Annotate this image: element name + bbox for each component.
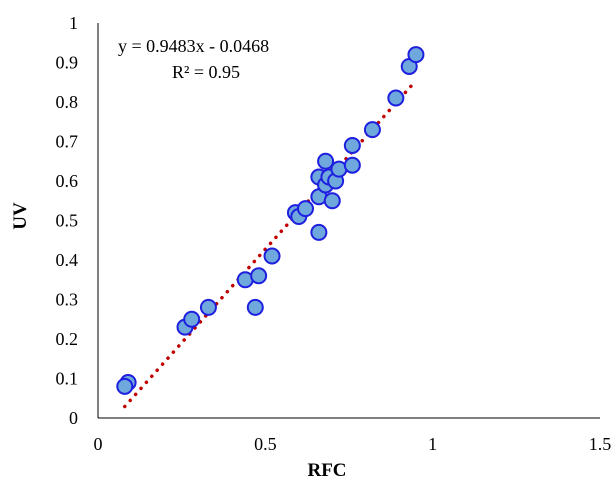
data-point [387,89,405,107]
y-tick-label: 0.1 [56,369,79,389]
data-point [343,136,361,154]
y-tick-label: 0.3 [56,290,79,310]
y-tick-labels: 0 0.1 0.2 0.3 0.4 0.5 0.6 0.7 0.8 0.9 1 [56,13,79,428]
x-axis-title: RFC [307,460,346,481]
x-tick-labels: 0 0.5 1 1.5 [94,434,612,454]
x-tick-label: 0.5 [254,434,277,454]
data-point [343,156,361,174]
data-point [310,223,328,241]
data-point [116,377,134,395]
data-point [246,298,264,316]
data-points [116,46,425,395]
r-squared-label: R² = 0.95 [172,62,240,82]
data-point [263,247,281,265]
data-point [407,46,425,64]
x-tick-label: 1.5 [589,434,612,454]
y-tick-label: 0.4 [56,250,79,270]
y-tick-label: 0.6 [56,171,79,191]
x-tick-label: 0 [94,434,103,454]
y-tick-label: 0 [69,408,78,428]
data-point [323,192,341,210]
y-tick-label: 0.5 [56,211,79,231]
y-tick-label: 1 [69,13,78,33]
data-point [363,121,381,139]
y-tick-label: 0.9 [56,53,79,73]
equation-label: y = 0.9483x - 0.0468 [118,36,269,56]
y-tick-label: 0.7 [56,132,79,152]
x-tick-label: 1 [428,434,437,454]
data-point [199,298,217,316]
data-point [317,152,335,170]
data-point [183,310,201,328]
data-point [296,200,314,218]
y-tick-label: 0.8 [56,92,79,112]
y-tick-label: 0.2 [56,329,79,349]
data-point [250,267,268,285]
y-axis-title: UV [10,202,31,230]
